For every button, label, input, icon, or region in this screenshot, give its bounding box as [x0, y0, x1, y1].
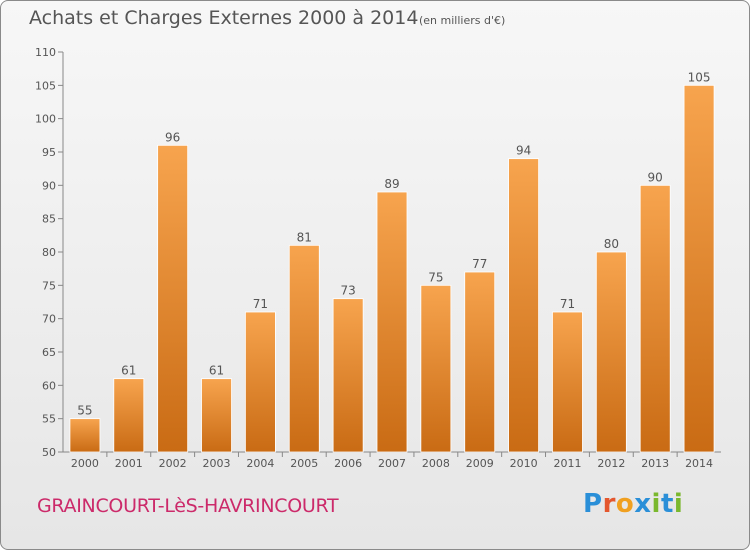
bar-2002: [157, 144, 189, 453]
x-tick-label: 2010: [510, 457, 538, 470]
y-tick-label: 110: [35, 46, 56, 59]
bar-2001: [113, 378, 145, 453]
data-label: 55: [77, 404, 92, 418]
y-tick-label: 80: [42, 246, 56, 259]
x-tick-label: 2005: [290, 457, 318, 470]
data-label: 61: [121, 364, 136, 378]
bar-2007: [376, 191, 408, 453]
logo-letter: o: [615, 489, 635, 519]
x-tick-label: 2003: [203, 457, 231, 470]
data-label: 77: [472, 257, 487, 271]
y-tick-label: 95: [42, 146, 56, 159]
logo-letter: i: [651, 489, 661, 519]
data-label: 71: [253, 297, 268, 311]
logo-letter: P: [583, 489, 603, 519]
bar-2006: [332, 298, 364, 453]
bar-2004: [244, 311, 276, 453]
commune-name: GRAINCOURT-LèS-HAVRINCOURT: [37, 495, 339, 517]
bar-2000: [69, 418, 101, 453]
logo-letter: x: [634, 489, 652, 519]
x-tick-label: 2002: [159, 457, 187, 470]
bar-2011: [552, 311, 583, 453]
y-tick-label: 50: [42, 446, 56, 459]
chart-subtitle: (en milliers d'€): [419, 14, 506, 27]
proxiti-logo: Proxiti: [583, 489, 683, 519]
data-label: 71: [560, 297, 575, 311]
data-label: 75: [428, 270, 443, 284]
chart-title: Achats et Charges Externes 2000 à 2014: [29, 7, 419, 29]
bar-2010: [508, 158, 540, 453]
data-label: 90: [648, 170, 663, 184]
x-tick-label: 2001: [115, 457, 143, 470]
x-tick-label: 2004: [246, 457, 274, 470]
y-tick-label: 105: [35, 79, 56, 92]
x-axis: 2000 2001 2002 2003 2004 2005 2006 2007 2008 2009…: [63, 451, 721, 470]
y-axis: 50 55 60 65 70 75 80 85 90 95 100 105 110: [35, 46, 64, 459]
data-label: 94: [516, 144, 531, 158]
x-tick-label: 2007: [378, 457, 406, 470]
data-label: 61: [209, 364, 224, 378]
bars: [69, 84, 715, 453]
logo-letter: i: [673, 489, 684, 519]
x-tick-label: 2009: [466, 457, 494, 470]
logo-letter: t: [660, 489, 674, 519]
x-tick-label: 2008: [422, 457, 450, 470]
data-label: 89: [384, 177, 399, 191]
bar-2008: [420, 284, 452, 453]
y-tick-label: 85: [42, 213, 56, 226]
x-tick-label: 2012: [597, 457, 625, 470]
bar-2003: [201, 378, 232, 453]
data-label: 81: [297, 230, 312, 244]
y-tick-label: 100: [35, 113, 56, 126]
data-label: 96: [165, 130, 180, 144]
x-tick-label: 2006: [334, 457, 362, 470]
logo-letter: r: [602, 489, 616, 519]
data-labels: 55 61 96 61 71 81 73 89 75 77 94 71 80 90 105: [77, 70, 710, 417]
bar-2013: [639, 184, 671, 453]
x-tick-label: 2013: [641, 457, 669, 470]
x-tick-label: 2000: [71, 457, 99, 470]
bar-2005: [288, 244, 320, 453]
y-tick-label: 60: [42, 379, 56, 392]
bar-2009: [464, 271, 496, 453]
data-label: 105: [688, 70, 711, 84]
x-tick-label: 2011: [553, 457, 581, 470]
y-tick-label: 55: [42, 413, 56, 426]
y-tick-label: 65: [42, 346, 56, 359]
y-tick-label: 75: [42, 279, 56, 292]
y-tick-label: 90: [42, 179, 56, 192]
y-tick-label: 70: [42, 313, 56, 326]
bar-2014: [683, 84, 715, 453]
x-tick-label: 2014: [685, 457, 713, 470]
data-label: 80: [604, 237, 619, 251]
bar-2012: [595, 251, 627, 453]
data-label: 73: [340, 284, 355, 298]
